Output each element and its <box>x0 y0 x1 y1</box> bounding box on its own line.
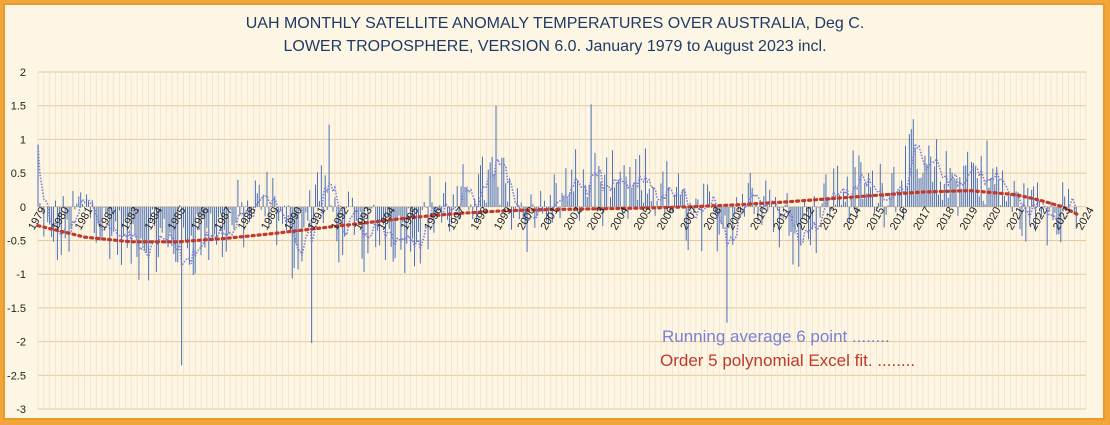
x-tick-label: 1992 <box>329 205 352 232</box>
x-tick-label: 2011 <box>771 206 793 232</box>
x-tick-label: 2017 <box>911 205 934 232</box>
polynomial-fit-series <box>36 188 1080 244</box>
x-tick-label: 2018 <box>934 205 957 232</box>
x-tick-label: 2016 <box>888 205 911 232</box>
x-tick-label: 2019 <box>958 205 981 232</box>
y-tick-label: -2 <box>16 337 26 349</box>
x-tick-label: 2023 <box>1051 205 1074 232</box>
legend-running-average: Running average 6 point ........ <box>662 327 890 346</box>
running-average-line <box>37 141 1078 269</box>
y-tick-label: -3 <box>16 404 26 416</box>
gridlines <box>37 71 1087 410</box>
y-tick-label: 1.5 <box>11 101 26 113</box>
y-axis-ticks: 2 1.5 1 0.5 0 -0.5 -1 -1.5 -2 -2.5 -3 <box>7 67 26 416</box>
x-tick-label: 2012 <box>795 205 818 232</box>
monthly-anomaly-bars <box>37 104 1077 366</box>
x-tick-label: 1998 <box>469 205 492 232</box>
chart-subtitle: LOWER TROPOSPHERE, VERSION 6.0. January … <box>283 38 826 55</box>
x-tick-label: 2013 <box>818 205 841 232</box>
y-tick-label: 2 <box>20 67 26 79</box>
x-tick-label: 2020 <box>981 205 1004 232</box>
running-average-series <box>37 141 1078 269</box>
y-tick-label: 1 <box>20 134 26 146</box>
chart-title: UAH MONTHLY SATELLITE ANOMALY TEMPERATUR… <box>246 15 865 32</box>
y-tick-label: -1.5 <box>7 303 26 315</box>
x-tick-label: 2024 <box>1074 205 1097 232</box>
y-tick-label: -1 <box>16 269 26 281</box>
polynomial-fit-line <box>36 188 1080 244</box>
y-tick-label: -0.5 <box>7 236 26 248</box>
x-tick-label: 1988 <box>236 205 259 232</box>
y-tick-label: 0.5 <box>11 168 26 180</box>
x-tick-label: 2009 <box>725 205 748 232</box>
y-tick-label: 0 <box>20 202 26 214</box>
y-tick-label: -2.5 <box>7 370 26 382</box>
x-tick-label: 2021 <box>1004 205 1027 232</box>
x-tick-label: 1993 <box>352 205 375 232</box>
x-tick-label: 1997 <box>445 205 468 232</box>
x-tick-label: 2014 <box>841 205 864 232</box>
legend-polynomial-fit: Order 5 polynomial Excel fit. ........ <box>660 351 915 370</box>
x-tick-label: 2010 <box>748 205 771 232</box>
x-tick-label: 1981 <box>73 205 96 232</box>
x-tick-label: 2007 <box>678 205 701 232</box>
